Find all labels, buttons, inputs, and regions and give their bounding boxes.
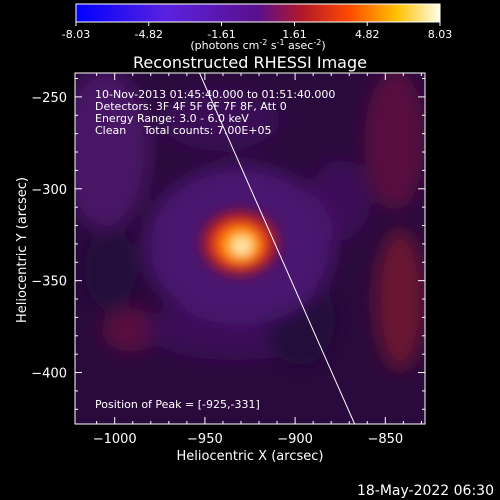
chart-title: Reconstructed RHESSI Image <box>133 53 367 72</box>
info-line-clean: Clean Total counts: 7.00E+05 <box>95 124 272 137</box>
x-tick-label: −850 <box>367 432 403 447</box>
y-tick-label: −350 <box>31 275 67 290</box>
y-tick-label: −400 <box>31 367 67 382</box>
colorbar <box>75 3 441 23</box>
heatmap-image <box>75 73 425 424</box>
y-axis-label: Heliocentric Y (arcsec) <box>15 177 30 323</box>
solar-limb-line <box>199 73 356 424</box>
info-line-detectors: Detectors: 3F 4F 5F 6F 7F 8F, Att 0 <box>95 100 287 113</box>
x-tick-label: −1000 <box>93 432 137 447</box>
colorbar-tick-label: 4.82 <box>355 28 380 41</box>
y-axis-ticks: −250 −300 −350 −400 <box>31 78 425 410</box>
info-line-time: 10-Nov-2013 01:45:40.000 to 01:51:40.000 <box>95 88 335 101</box>
colorbar-ticks: -8.03 -4.82 -1.61 1.61 4.82 8.03 <box>62 22 452 41</box>
y-tick-label: −250 <box>31 91 67 106</box>
colorbar-tick-label: 1.61 <box>282 28 307 41</box>
colorbar-tick-label: -4.82 <box>135 28 163 41</box>
x-axis-label: Heliocentric X (arcsec) <box>177 449 324 464</box>
colorbar-tick-label: -1.61 <box>207 28 235 41</box>
x-tick-label: −900 <box>277 432 313 447</box>
colorbar-tick-label: -8.03 <box>62 28 90 41</box>
y-tick-label: −300 <box>31 183 67 198</box>
plot-frame <box>74 72 426 425</box>
x-tick-label: −950 <box>187 432 223 447</box>
colorbar-unit-label: (photons cm-2 s-1 asec-2) <box>190 38 325 52</box>
colorbar-tick-label: 8.03 <box>428 28 453 41</box>
x-axis-ticks: −1000 −950 −900 −850 <box>93 73 422 447</box>
peak-position-label: Position of Peak = [-925,-331] <box>95 398 260 411</box>
footer-date: 18-May-2022 06:30 <box>357 483 494 499</box>
info-line-energy: Energy Range: 3.0 - 6.0 keV <box>95 112 249 125</box>
